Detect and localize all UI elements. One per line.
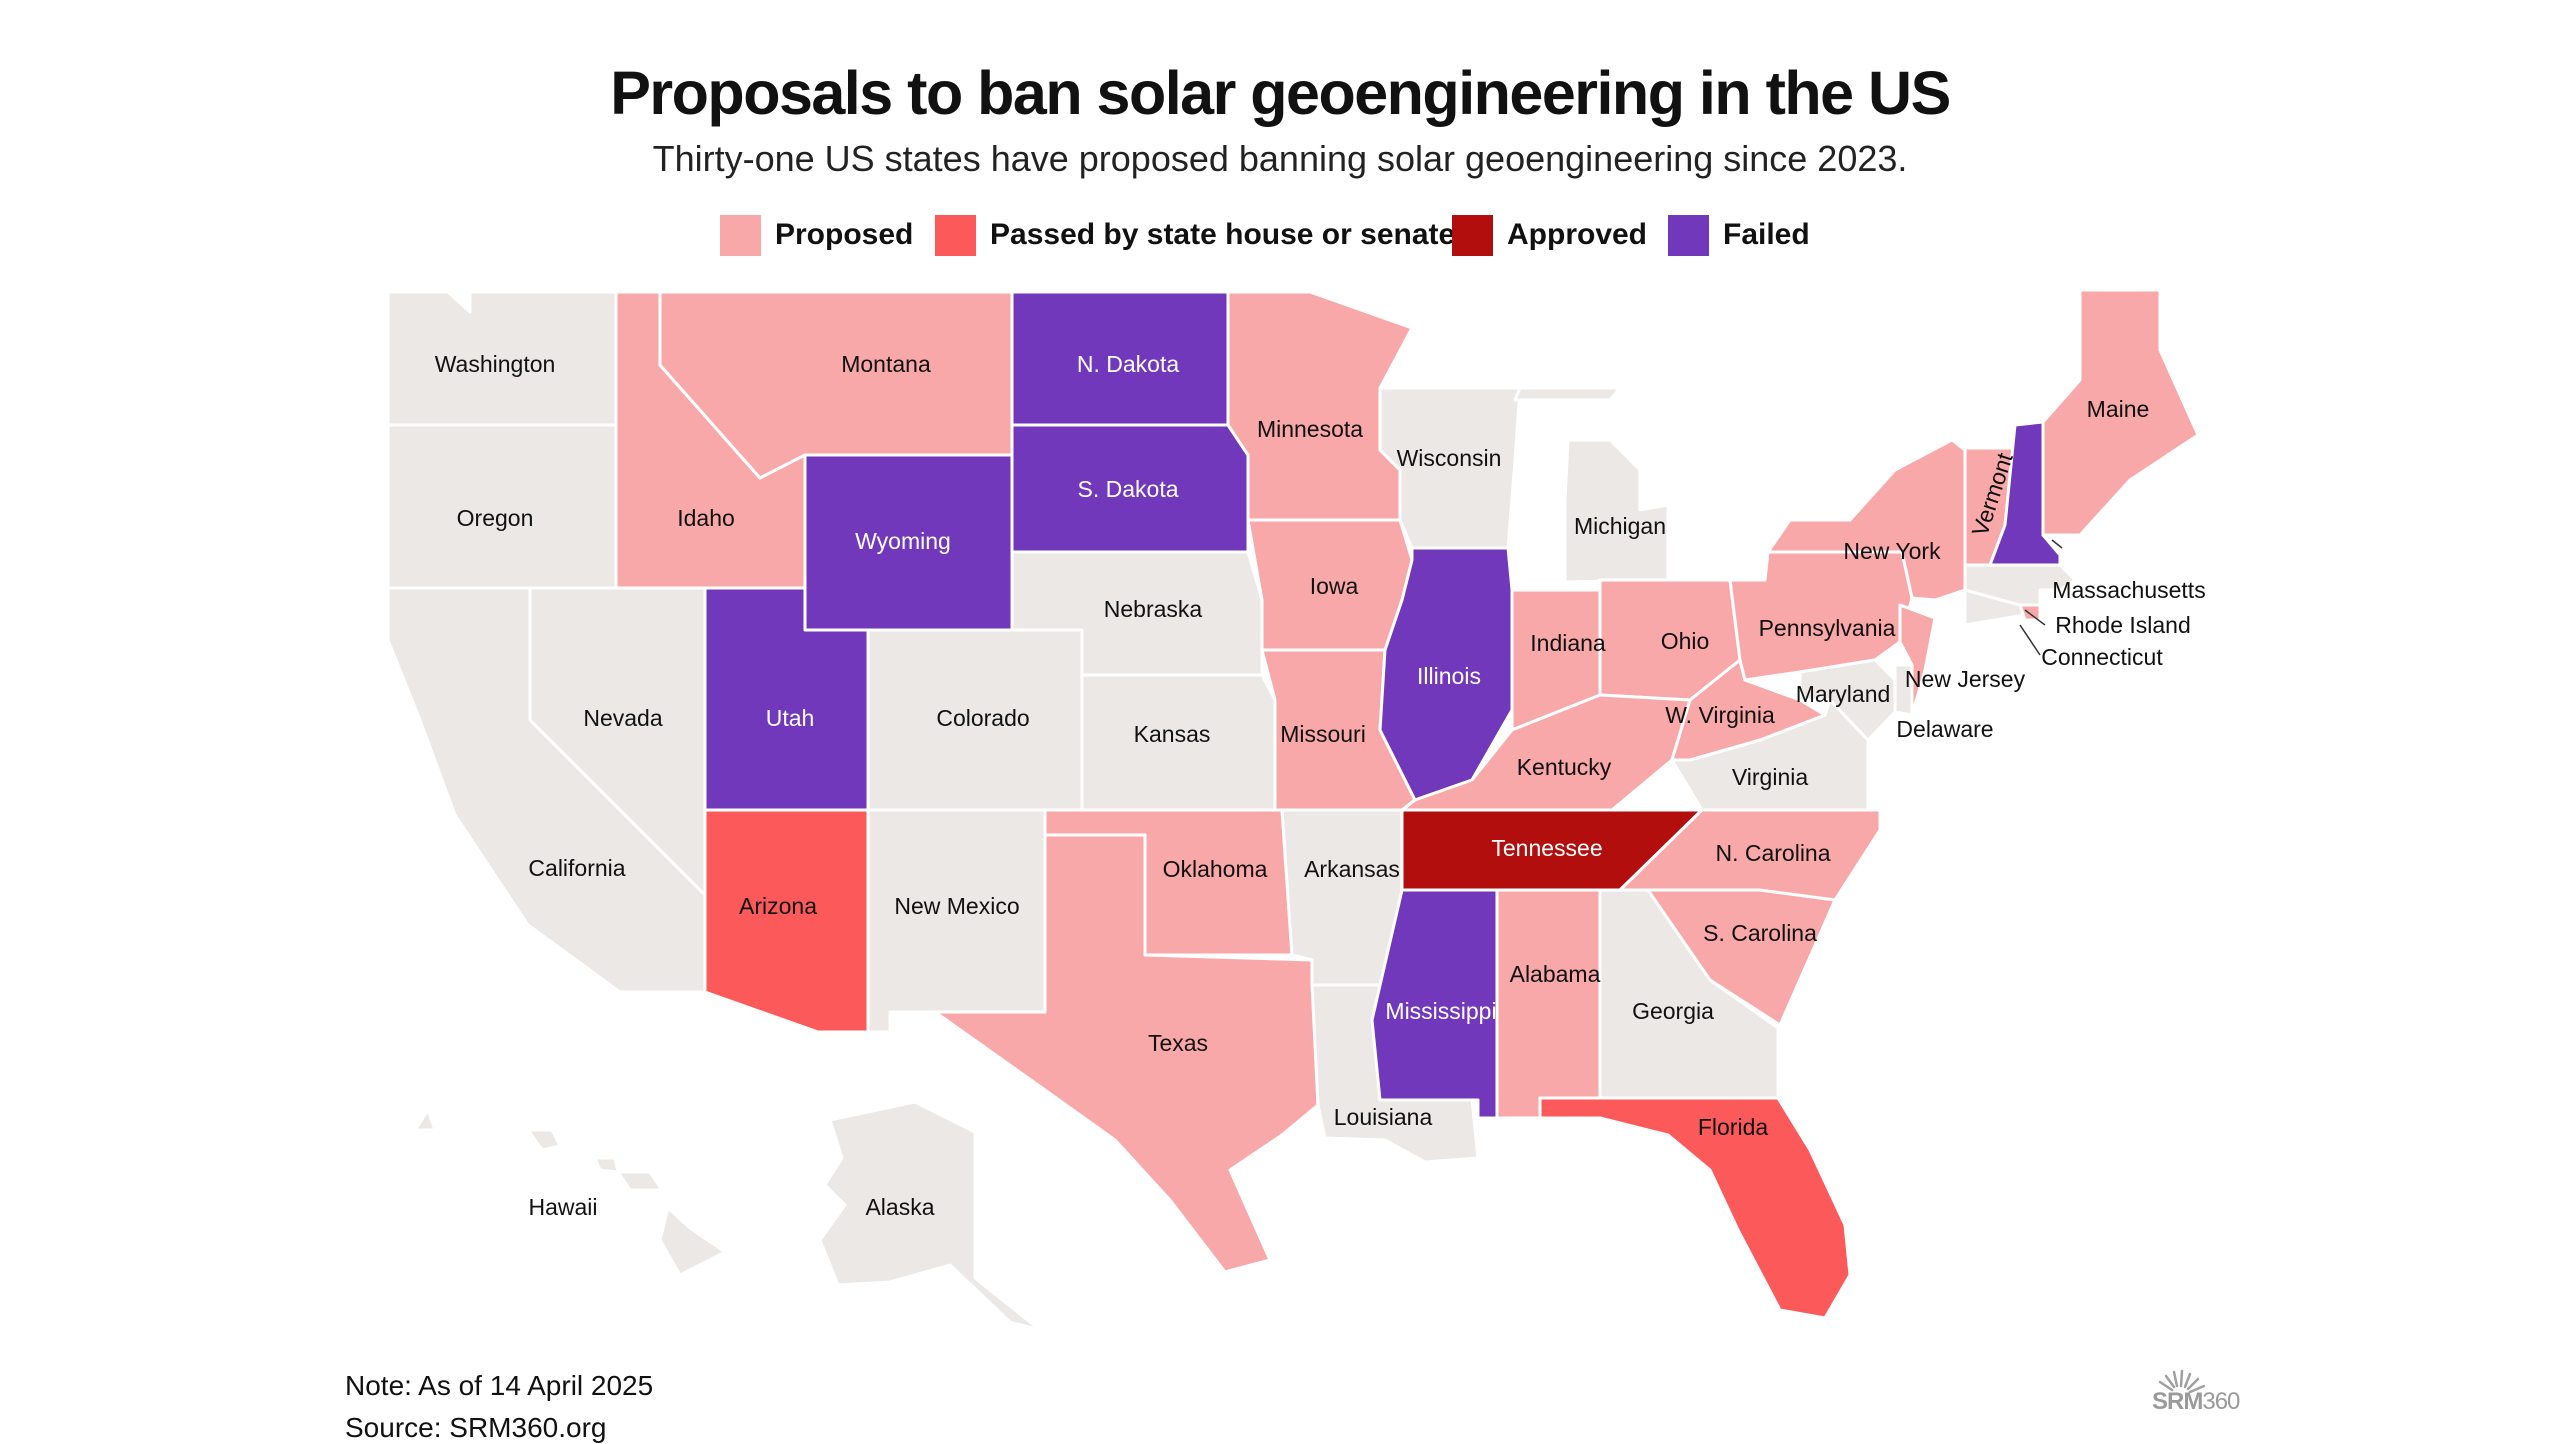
legend-item-approved: Approved: [1452, 212, 1647, 258]
label-maryland: Maryland: [1796, 681, 1891, 707]
label-oklahoma: Oklahoma: [1163, 856, 1268, 882]
legend-label-passed: Passed by state house or senate: [990, 218, 1456, 251]
label-georgia: Georgia: [1632, 998, 1714, 1024]
label-virginia: Virginia: [1732, 764, 1808, 790]
state-n-carolina: [1618, 808, 1882, 902]
label-alabama: Alabama: [1510, 961, 1601, 987]
label-mississippi: Mississippi: [1385, 998, 1496, 1024]
legend-label-approved: Approved: [1507, 218, 1648, 251]
brand-logo: SRM360: [2152, 1388, 2240, 1416]
legend-swatch-passed: [935, 214, 976, 256]
sunburst-icon: [2158, 1369, 2206, 1394]
state-alabama: [1495, 888, 1602, 1120]
label-indiana: Indiana: [1530, 630, 1606, 656]
label-wyoming: Wyoming: [855, 528, 951, 554]
state-rhode-island: [2018, 603, 2042, 622]
label-kentucky: Kentucky: [1517, 754, 1612, 780]
footer-note: Note: As of 14 April 2025: [345, 1370, 654, 1401]
label-tennessee: Tennessee: [1491, 835, 1602, 861]
state-texas: [933, 833, 1320, 1274]
label-new-jersey: New Jersey: [1905, 666, 2026, 692]
label-michigan: Michigan: [1574, 513, 1666, 539]
legend: Proposed Passed by state house or senate…: [0, 212, 2560, 258]
label-massachusetts: Massachusetts: [2052, 577, 2205, 603]
label-wisconsin: Wisconsin: [1397, 445, 1502, 471]
label-maine: Maine: [2087, 396, 2150, 422]
state-new-mexico: [866, 808, 1047, 1034]
label-arkansas: Arkansas: [1304, 856, 1400, 882]
label-florida: Florida: [1698, 1114, 1769, 1140]
label-texas: Texas: [1148, 1030, 1208, 1056]
state-maine: [2041, 288, 2200, 537]
footer-source: Source: SRM360.org: [345, 1412, 607, 1443]
label-illinois: Illinois: [1417, 663, 1481, 689]
label-w-virginia: W. Virginia: [1665, 702, 1775, 728]
state-alaska: [818, 1100, 1042, 1332]
label-missouri: Missouri: [1280, 721, 1366, 747]
page-title: Proposals to ban solar geoengineering in…: [610, 59, 1951, 127]
label-colorado: Colorado: [936, 705, 1029, 731]
label-oregon: Oregon: [457, 505, 534, 531]
label-ohio: Ohio: [1661, 628, 1710, 654]
state-arizona: [703, 808, 870, 1034]
legend-label-failed: Failed: [1723, 218, 1810, 251]
label-idaho: Idaho: [677, 505, 735, 531]
label-utah: Utah: [766, 705, 815, 731]
label-hawaii: Hawaii: [528, 1194, 597, 1220]
label-nebraska: Nebraska: [1104, 596, 1203, 622]
label-s-carolina: S. Carolina: [1703, 920, 1817, 946]
label-new-mexico: New Mexico: [894, 893, 1019, 919]
label-arizona: Arizona: [739, 893, 817, 919]
state-new-jersey: [1898, 603, 1937, 717]
label-iowa: Iowa: [1310, 573, 1359, 599]
label-new-york: New York: [1843, 538, 1941, 564]
state-michigan: [1468, 386, 1670, 584]
label-nevada: Nevada: [583, 705, 662, 731]
brand-logo-bold: SRM: [2152, 1388, 2203, 1415]
label-n-carolina: N. Carolina: [1715, 840, 1830, 866]
page-subtitle: Thirty-one US states have proposed banni…: [652, 138, 1908, 179]
legend-item-passed: Passed by state house or senate: [935, 212, 1455, 258]
label-pennsylvania: Pennsylvania: [1759, 615, 1896, 641]
legend-swatch-approved: [1452, 214, 1493, 256]
legend-swatch-failed: [1668, 214, 1709, 256]
label-connecticut: Connecticut: [2041, 644, 2163, 670]
label-montana: Montana: [841, 351, 931, 377]
legend-item-failed: Failed: [1668, 212, 1810, 258]
state-florida: [1538, 1096, 1852, 1320]
legend-swatch-proposed: [720, 214, 761, 256]
brand-logo-light: 360: [2202, 1388, 2240, 1415]
label-louisiana: Louisiana: [1334, 1104, 1433, 1130]
label-rhode-island: Rhode Island: [2055, 612, 2191, 638]
label-california: California: [528, 855, 625, 881]
state-maryland: [1798, 658, 1902, 742]
legend-label-proposed: Proposed: [775, 218, 914, 251]
label-new-hampshire: New Hampshire: [2068, 533, 2232, 559]
label-alaska: Alaska: [865, 1194, 934, 1220]
label-minnesota: Minnesota: [1257, 416, 1363, 442]
label-n-dakota: N. Dakota: [1077, 351, 1179, 377]
state-massachusetts: [1963, 563, 2077, 607]
label-s-dakota: S. Dakota: [1078, 476, 1179, 502]
label-delaware: Delaware: [1896, 716, 1993, 742]
state-hawaii: [413, 1108, 727, 1277]
label-kansas: Kansas: [1134, 721, 1211, 747]
legend-item-proposed: Proposed: [720, 212, 913, 258]
label-washington: Washington: [435, 351, 556, 377]
